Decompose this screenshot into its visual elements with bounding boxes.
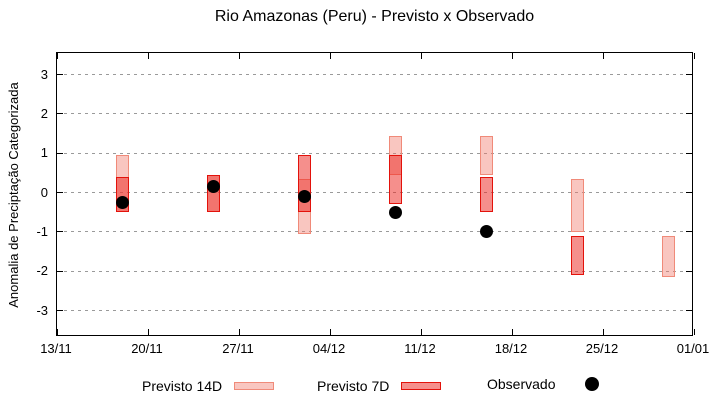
previsto-7d-bar [479, 176, 493, 213]
y-tick [57, 231, 63, 233]
previsto-14d-swatch-icon [234, 382, 275, 390]
gridline [57, 270, 692, 272]
chart-title: Rio Amazonas (Peru) - Previsto x Observa… [214, 8, 535, 25]
x-tick-label: 01/01 [676, 341, 710, 356]
y-tick [57, 74, 63, 76]
legend-label-previsto-14d: Previsto 14D [142, 378, 223, 394]
plot-area [56, 52, 695, 336]
y-tick-mirror [686, 152, 692, 154]
x-tick-mirror [56, 53, 58, 59]
x-tick [147, 329, 149, 335]
y-tick-label: -2 [36, 263, 48, 279]
y-tick-label: 2 [40, 105, 48, 121]
x-tick-mirror [693, 53, 695, 59]
x-tick-mirror [147, 53, 149, 59]
x-tick [420, 329, 422, 335]
x-tick-label: 20/11 [131, 341, 163, 356]
x-tick-label: 11/12 [404, 341, 436, 356]
x-tick [693, 329, 695, 335]
legend-item-previsto-7d: Previsto 7D [317, 377, 442, 395]
gridline [57, 192, 692, 194]
previsto-7d-swatch-icon [401, 382, 442, 390]
y-tick-mirror [686, 74, 692, 76]
x-tick [56, 329, 58, 335]
y-tick-mirror [686, 192, 692, 194]
gridline [57, 113, 692, 115]
legend-item-observado: Observado [487, 375, 600, 393]
previsto-14d-bar [479, 135, 493, 175]
legend-item-previsto-14d: Previsto 14D [142, 377, 275, 395]
y-tick-mirror [686, 113, 692, 115]
x-tick [238, 329, 240, 335]
previsto-7d-bar [297, 155, 311, 213]
x-tick-label: 13/11 [40, 341, 72, 356]
y-tick [57, 192, 63, 194]
previsto-7d-bar [388, 155, 402, 205]
previsto-14d-bar [570, 178, 584, 232]
x-tick-mirror [238, 53, 240, 59]
gridline [57, 152, 692, 154]
y-tick [57, 152, 63, 154]
observado-dot [388, 205, 402, 219]
legend-label-observado: Observado [487, 376, 556, 392]
x-tick [602, 329, 604, 335]
y-tick-label: -3 [36, 302, 48, 318]
x-tick-label: 18/12 [494, 341, 528, 356]
x-tick [329, 329, 331, 335]
y-tick-label: 1 [40, 145, 48, 161]
y-tick [57, 270, 63, 272]
x-tick-label: 04/12 [312, 341, 346, 356]
observado-dot [297, 190, 311, 204]
y-tick-mirror [686, 231, 692, 233]
observado-dot [206, 180, 220, 194]
previsto-14d-bar [661, 235, 675, 278]
y-tick-label: 3 [40, 66, 48, 82]
y-tick-label: -1 [36, 223, 48, 239]
x-tick-label: 27/11 [222, 341, 254, 356]
x-tick-mirror [602, 53, 604, 59]
x-tick [511, 329, 513, 335]
gridline [57, 231, 692, 233]
legend-label-previsto-7d: Previsto 7D [317, 378, 390, 394]
y-tick-mirror [686, 270, 692, 272]
y-tick [57, 310, 63, 312]
gridline [57, 74, 692, 76]
x-tick-mirror [329, 53, 331, 59]
previsto-7d-bar [570, 235, 584, 276]
observado-dot [479, 225, 493, 239]
x-tick-mirror [420, 53, 422, 59]
y-tick-mirror [686, 310, 692, 312]
y-tick [57, 113, 63, 115]
observado-dot-icon [585, 377, 600, 391]
observado-dot [115, 195, 129, 209]
gridline [57, 310, 692, 312]
x-tick-label: 25/12 [585, 341, 619, 356]
y-tick-label: 0 [40, 184, 48, 200]
x-tick-mirror [511, 53, 513, 59]
